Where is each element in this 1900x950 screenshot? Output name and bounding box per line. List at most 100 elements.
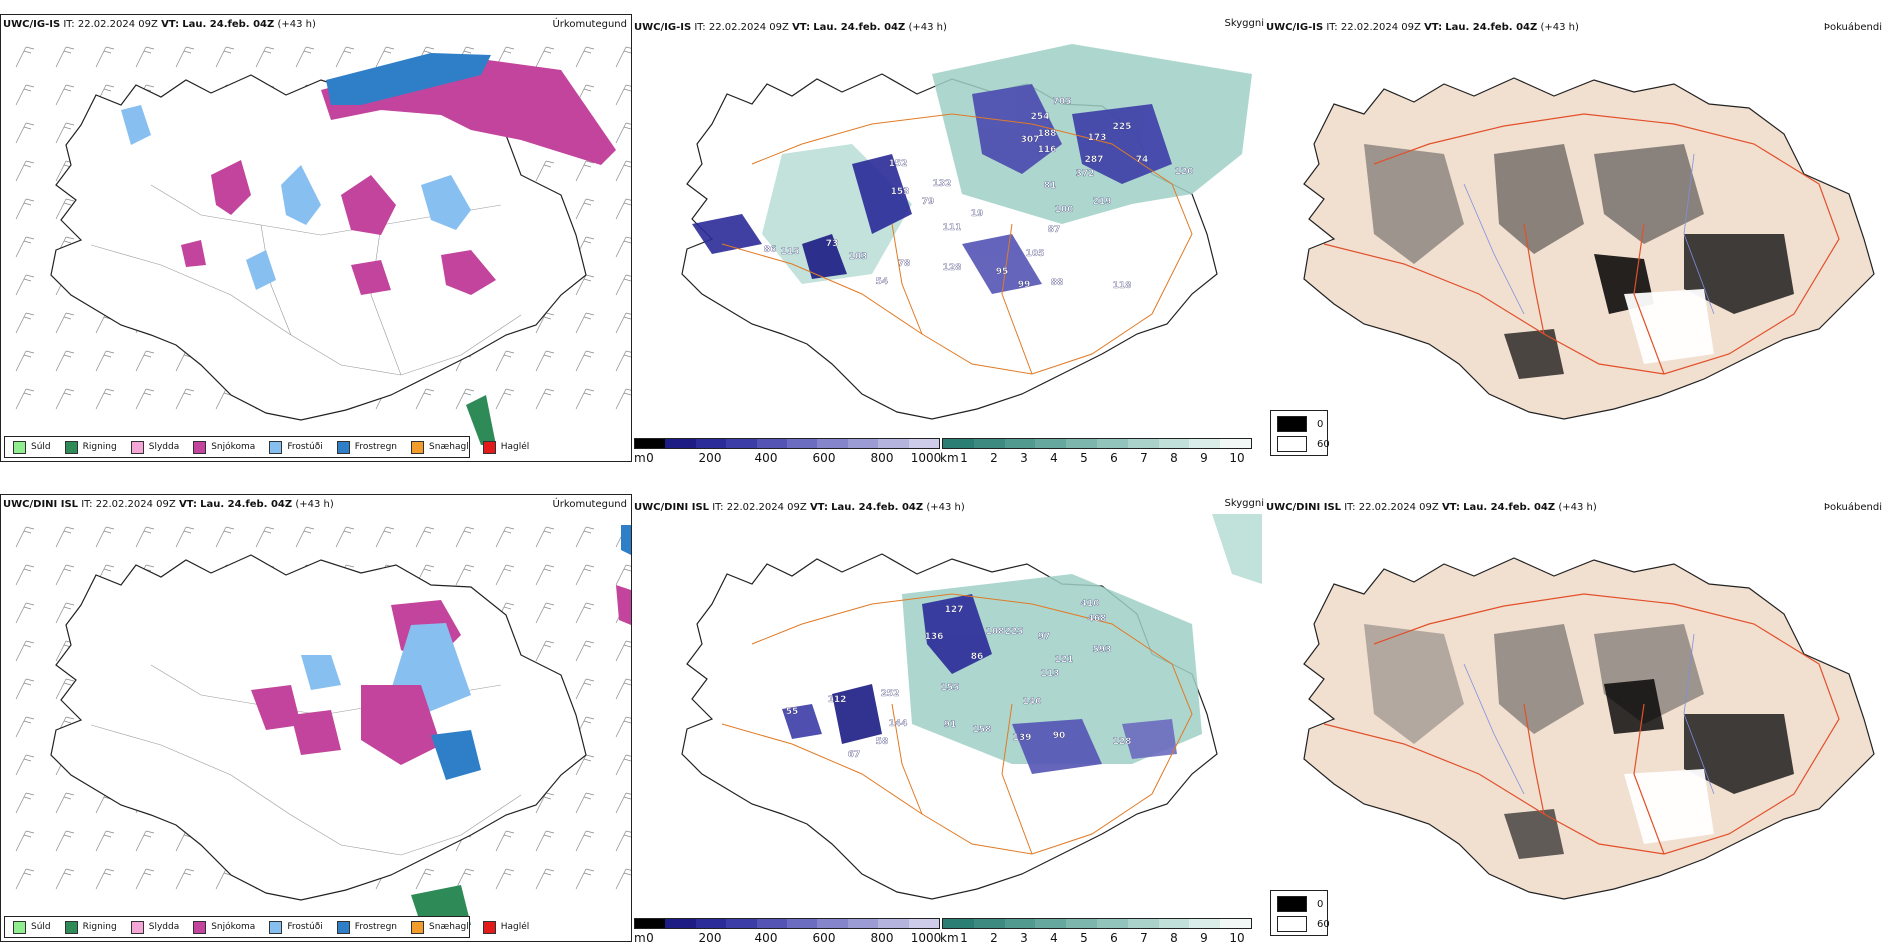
legend-item: Frostregn <box>336 920 397 934</box>
colorbar-tick: 8 <box>1170 451 1178 465</box>
colorbar-tick: 9 <box>1200 451 1208 465</box>
cloud-base-value: 86 <box>971 652 984 662</box>
colorbar-tick: 5 <box>1080 451 1088 465</box>
legend-item: Súld <box>13 440 51 454</box>
cloud-base-value: 372 <box>1076 169 1095 179</box>
fog-legend: 0 60 <box>1270 410 1330 456</box>
colorbar-tick: 3 <box>1020 931 1028 945</box>
colorbar-cell <box>1189 439 1221 448</box>
panel-title: UWC/DINI ISL IT: 22.02.2024 09Z VT: Lau.… <box>3 499 334 510</box>
cloud-base-value: 705 <box>1053 97 1072 107</box>
fog-shading <box>1364 624 1794 859</box>
precip-type-panel-bottom: UWC/DINI ISL IT: 22.02.2024 09Z VT: Lau.… <box>0 494 632 942</box>
legend-item: Snjókoma <box>193 440 255 454</box>
colorbar-cell <box>1158 919 1190 928</box>
cloud-base-value: 91 <box>944 720 957 730</box>
cloud-base-value: 95 <box>996 267 1009 277</box>
colorbar-cell <box>1189 919 1221 928</box>
visibility-colorbar: km 1 2 3 4 5 6 7 8 9 10 <box>940 918 1252 950</box>
field-name: Úrkomutegund <box>552 499 627 510</box>
colorbar-tick: 10 <box>1229 451 1245 465</box>
colorbar-cell <box>665 919 696 928</box>
cloud-base-value: 90 <box>1053 731 1066 741</box>
colorbar-cell <box>1066 919 1097 928</box>
cloud-base-labels: 705 225 254 188 307 173 116 287 372 74 1… <box>764 97 1194 291</box>
colorbar-unit: m <box>634 931 646 945</box>
colorbar-unit: m <box>634 451 646 465</box>
colorbar-tick: 8 <box>1170 931 1178 945</box>
colorbar-cell <box>817 919 848 928</box>
cloud-base-value: 254 <box>1031 112 1050 122</box>
colorbar-tick: 2 <box>990 451 998 465</box>
fog-legend-row: 60 <box>1277 916 1330 932</box>
colorbar-tick: 9 <box>1200 931 1208 945</box>
colorbar-cell <box>908 439 940 448</box>
cloud-base-value: 73 <box>826 239 839 249</box>
colorbar-cell <box>943 919 974 928</box>
colorbar-tick: 6 <box>1110 451 1118 465</box>
colorbar-tick: 0 <box>646 931 654 945</box>
colorbar-cell <box>1127 439 1159 448</box>
cloud-base-value: 54 <box>876 277 889 287</box>
cloud-base-value: 113 <box>1041 669 1060 679</box>
cloud-base-value: 87 <box>1048 225 1061 235</box>
colorbar-tick: 7 <box>1140 931 1148 945</box>
cloud-base-value: 219 <box>1093 197 1112 207</box>
legend-swatch <box>64 440 78 454</box>
fog-legend-swatch <box>1277 436 1307 452</box>
colorbar-tick: 6 <box>1110 931 1118 945</box>
cloud-base-value: 128 <box>943 263 962 273</box>
colorbar-cell <box>847 439 879 448</box>
colorbar-tick: 4 <box>1050 451 1058 465</box>
legend-swatch <box>482 440 496 454</box>
fog-shading <box>1364 144 1794 379</box>
cloud-base-value: 158 <box>973 725 992 735</box>
fog-legend-swatch <box>1277 916 1307 932</box>
fog-legend-row: 0 <box>1277 416 1323 432</box>
cloud-base-value: 593 <box>1093 645 1112 655</box>
colorbar-tick: 1 <box>960 451 968 465</box>
colorbar-cell <box>787 439 818 448</box>
fog-legend-swatch <box>1277 896 1307 912</box>
cloud-base-value: 468 <box>1088 614 1107 624</box>
iceland-coastline <box>50 74 587 421</box>
field-name: Skyggni <box>1224 498 1264 509</box>
fog-legend-swatch <box>1277 416 1307 432</box>
colorbar-cell <box>695 439 727 448</box>
cloud-base-value: 88 <box>1051 278 1064 288</box>
precip-type-map <box>15 46 631 445</box>
cloud-base-value: 67 <box>848 750 861 760</box>
legend-item: Frostregn <box>336 440 397 454</box>
colorbar-cell <box>787 919 818 928</box>
colorbar-cell <box>1066 439 1097 448</box>
colorbar-cell <box>726 919 757 928</box>
colorbar-cell <box>1004 439 1036 448</box>
cloud-base-value: 97 <box>1038 632 1051 642</box>
colorbar-cell <box>756 439 788 448</box>
cloud-base-value: 152 <box>889 159 908 169</box>
panel-title: UWC/IG-IS IT: 22.02.2024 09Z VT: Lau. 24… <box>634 22 947 33</box>
cloud-base-value: 287 <box>1085 155 1104 165</box>
colorbar-cell <box>1004 919 1036 928</box>
cloud-base-map: 410 468 593 97 121 113 140 90 128 139 15… <box>681 514 1262 900</box>
iceland-landmass <box>1303 557 1875 900</box>
colorbar-cell <box>1035 439 1067 448</box>
cloud-base-value: 108 <box>986 627 1005 637</box>
colorbar-tick: 400 <box>754 931 778 945</box>
legend-swatch <box>269 440 283 454</box>
legend-swatch <box>269 920 283 934</box>
colorbar-cell <box>635 439 666 448</box>
colorbar-tick: 7 <box>1140 451 1148 465</box>
cloud-base-value: 307 <box>1021 135 1040 145</box>
colorbar-tick: 1000 <box>910 451 942 465</box>
colorbar-tick: 5 <box>1080 931 1088 945</box>
precip-legend: Súld Rigning Slydda Snjókoma Frostúði Fr… <box>4 916 529 938</box>
colorbar-tick: 1 <box>960 931 968 945</box>
colorbar-cell <box>973 919 1005 928</box>
colorbar-tick: 1000 <box>910 931 942 945</box>
panel-title: UWC/IG-IS IT: 22.02.2024 09Z VT: Lau. 24… <box>3 19 316 30</box>
colorbar-cell <box>635 919 666 928</box>
colorbar-cell <box>943 439 974 448</box>
colorbar-cell <box>726 439 757 448</box>
cloud-base-value: 105 <box>1026 249 1045 259</box>
